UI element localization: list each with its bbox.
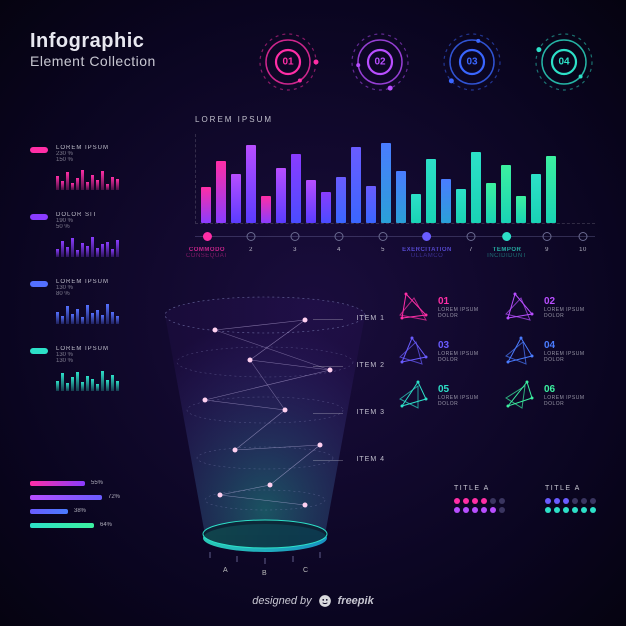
timeline-node: EXERCITATIONULLAMCO — [402, 232, 452, 259]
timeline-node: 9 — [543, 232, 552, 253]
footer-pre: designed by — [252, 595, 311, 607]
timeline-node: TEMPORINCIDIDUNT — [487, 232, 527, 259]
svg-text:C: C — [303, 567, 308, 574]
legend-item: DOLOR SIT 190 %50 % — [30, 212, 175, 257]
chart-bar — [546, 156, 556, 223]
svg-text:B: B — [262, 570, 267, 577]
timeline-node: COMMODOCONSEQUAT — [186, 232, 228, 259]
title-line-3: Collection — [89, 53, 155, 69]
chart-bar — [501, 165, 511, 223]
chart-bar — [246, 145, 256, 223]
hbar-row: 55% — [30, 480, 120, 486]
geo-list-item: 03LOREM IPSUM DOLOR — [396, 334, 490, 368]
bar-chart-title: LOREM IPSUM — [195, 115, 595, 124]
chart-bar — [366, 186, 376, 223]
chart-bar — [396, 171, 406, 223]
chart-bar — [411, 194, 421, 223]
timeline-node: 7 — [467, 232, 476, 253]
horizontal-bar-chart: 55% 72% 38% 64% — [30, 480, 120, 536]
chart-bar — [306, 180, 316, 223]
dot-rating-col: TITLE A — [545, 485, 596, 516]
chart-bar — [276, 168, 286, 223]
dot-rating-group: TITLE A TITLE A — [454, 485, 596, 516]
chart-bar — [531, 174, 541, 223]
freepik-icon — [318, 594, 332, 608]
bar-chart-timeline: COMMODOCONSEQUAT 2 3 4 5 EXERCITATIONULL… — [195, 232, 595, 258]
bar-chart: LOREM IPSUM COMMODOCONSEQUAT 2 3 4 5 EXE… — [195, 115, 595, 258]
footer-credit: designed by freepik — [0, 594, 626, 608]
dot-rating-col: TITLE A — [454, 485, 505, 516]
geo-list-item: 04LOREM IPSUM DOLOR — [502, 334, 596, 368]
chart-bar — [351, 147, 361, 223]
hologram-item-label: ITEM 1 — [356, 315, 385, 322]
legend-item: LOREM IPSUM 130 %130 % — [30, 346, 175, 391]
chart-bar — [321, 192, 331, 223]
geo-list-item: 06LOREM IPSUM DOLOR — [502, 378, 596, 412]
page-title: Infographic Element Collection — [30, 30, 156, 71]
geometric-list: 01LOREM IPSUM DOLOR 02LOREM IPSUM DOLOR … — [396, 290, 596, 412]
hologram-item-list: ITEM 1 ITEM 2 ITEM 3 ITEM 4 — [356, 315, 385, 503]
hbar-row: 38% — [30, 508, 120, 514]
orbit-badge: 01 — [256, 30, 320, 94]
bar-chart-bars — [195, 134, 595, 224]
orbit-badge: 03 — [440, 30, 504, 94]
geo-list-item: 01LOREM IPSUM DOLOR — [396, 290, 490, 324]
title-line-1: Infographic — [30, 30, 156, 53]
chart-bar — [231, 174, 241, 223]
chart-bar — [441, 179, 451, 224]
chart-bar — [216, 161, 226, 223]
footer-brand: freepik — [338, 595, 374, 607]
hologram-chart: A B C ITEM 1ITEM 2ITEM 3ITEM 4 — [155, 290, 375, 580]
timeline-node: 5 — [379, 232, 388, 253]
hbar-row: 72% — [30, 494, 120, 500]
hologram-item-label: ITEM 2 — [356, 362, 385, 369]
title-line-2: Element — [30, 53, 85, 69]
chart-bar — [426, 159, 436, 223]
chart-bar — [516, 196, 526, 223]
timeline-node: 2 — [247, 232, 256, 253]
chart-bar — [486, 183, 496, 223]
geo-shape-icon — [502, 378, 536, 412]
chart-bar — [291, 154, 301, 223]
chart-bar — [336, 177, 346, 223]
orbit-badge: 02 — [348, 30, 412, 94]
geo-shape-icon — [502, 334, 536, 368]
hbar-row: 64% — [30, 522, 120, 528]
orbit-row: 01 02 03 04 — [256, 30, 596, 94]
timeline-node: 3 — [291, 232, 300, 253]
hologram-item-label: ITEM 3 — [356, 409, 385, 416]
svg-text:A: A — [223, 567, 228, 574]
chart-bar — [456, 189, 466, 223]
chart-bar — [471, 152, 481, 223]
hologram-svg: A B C — [155, 290, 375, 580]
legend-item: LOREM IPSUM 130 %80 % — [30, 279, 175, 324]
geo-shape-icon — [396, 290, 430, 324]
chart-bar — [381, 143, 391, 223]
geo-shape-icon — [502, 290, 536, 324]
chart-bar — [261, 196, 271, 223]
timeline-node: 4 — [335, 232, 344, 253]
geo-shape-icon — [396, 334, 430, 368]
geo-shape-icon — [396, 378, 430, 412]
hologram-item-label: ITEM 4 — [356, 456, 385, 463]
chart-bar — [201, 187, 211, 223]
geo-list-item: 05LOREM IPSUM DOLOR — [396, 378, 490, 412]
orbit-badge: 04 — [532, 30, 596, 94]
side-legend: LOREM IPSUM 230 %150 % DOLOR SIT 190 %50… — [30, 145, 175, 413]
timeline-node: 10 — [579, 232, 588, 253]
geo-list-item: 02LOREM IPSUM DOLOR — [502, 290, 596, 324]
legend-item: LOREM IPSUM 230 %150 % — [30, 145, 175, 190]
